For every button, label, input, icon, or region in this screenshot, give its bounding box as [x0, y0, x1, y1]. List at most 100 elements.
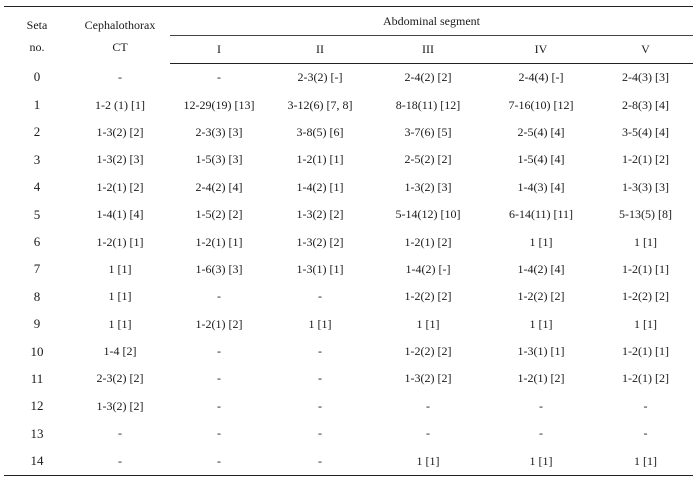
- table-row: 3 1-3(2) [3] 1-5(3) [3] 1-2(1) [1] 2-5(2) [2…: [4, 146, 693, 173]
- segment-I-cell: -: [217, 371, 221, 386]
- segment-I-cell: -: [217, 398, 221, 413]
- segment-I-cell: 1-2(1) [1]: [195, 234, 243, 249]
- segment-II-cell: -: [318, 289, 322, 304]
- segment-header-II: II: [268, 35, 372, 64]
- cephalothorax-cell: 1-2(1) [1]: [96, 234, 144, 249]
- segment-II-cell: -: [268, 447, 372, 476]
- segment-IV-cell: 1-4(3) [4]: [517, 179, 565, 194]
- setae-table: Seta no. Cephalothorax CT Abdominal segm…: [4, 6, 694, 476]
- segment-V-cell: 5-13(5) [8]: [619, 207, 672, 222]
- ceph-header-line1: Cephalothorax: [84, 18, 156, 32]
- segment-I-cell: -: [217, 426, 221, 441]
- ceph-header-line2: CT: [112, 40, 128, 54]
- table-row: 8 1 [1] - - 1-2(2) [2] 1-2(2) [2] 1-2(2) [2]: [4, 283, 693, 310]
- segment-IV-cell: 1 [1]: [529, 316, 553, 331]
- segment-V-cell: 2-8(3) [4]: [622, 97, 669, 112]
- cephalothorax-cell: 1-3(2) [3]: [96, 152, 144, 167]
- table-row: 9 1 [1] 1-2(1) [2] 1 [1] 1 [1] 1 [1] 1 [1]: [4, 311, 693, 338]
- seta-number-cell: 5: [33, 206, 41, 222]
- cephalothorax-cell: 1 [1]: [108, 289, 132, 304]
- segment-I-cell: -: [170, 447, 268, 476]
- segment-III-cell: 1-2(1) [2]: [404, 234, 452, 249]
- segment-V-cell: 2-4(3) [3]: [622, 70, 669, 85]
- cephalothorax-cell: 1-4(1) [4]: [96, 207, 144, 222]
- table-row: 5 1-4(1) [4] 1-5(2) [2] 1-3(2) [2] 5-14(12) …: [4, 201, 693, 228]
- segment-II-cell: 2-3(2) [-]: [297, 70, 343, 85]
- seta-number-cell: 13: [30, 425, 44, 441]
- segment-II-cell: 1-3(1) [1]: [296, 261, 344, 276]
- segment-II-cell: 1-3(2) [2]: [296, 207, 344, 222]
- segment-IV-cell: 1-4(2) [4]: [517, 261, 565, 276]
- segment-II-cell: 3-12(6) [7, 8]: [287, 97, 353, 112]
- table-row: 4 1-2(1) [2] 2-4(2) [4] 1-4(2) [1] 1-3(2) [3…: [4, 174, 693, 201]
- segment-I-cell: 2-3(3) [3]: [195, 124, 243, 139]
- cephalothorax-cell: -: [70, 447, 170, 476]
- seta-number-cell: 14: [4, 447, 70, 476]
- segment-IV-cell: 2-4(4) [-]: [518, 70, 564, 85]
- segment-III-cell: 1 [1]: [416, 316, 440, 331]
- seta-number-cell: 12: [30, 398, 44, 414]
- segment-III-cell: 1-2(2) [2]: [404, 289, 452, 304]
- seta-header-line2: no.: [29, 40, 45, 54]
- segment-V-cell: 3-5(4) [4]: [622, 124, 669, 139]
- segment-I-cell: -: [217, 344, 221, 359]
- segment-V-cell: -: [643, 426, 648, 441]
- cephalothorax-cell: -: [118, 69, 122, 84]
- segment-IV-cell: 1-2(1) [2]: [517, 371, 565, 386]
- segment-V-cell: 1-2(1) [2]: [622, 152, 669, 167]
- setae-table-container: Seta no. Cephalothorax CT Abdominal segm…: [4, 6, 694, 476]
- segment-IV-cell: 1 [1]: [484, 447, 598, 476]
- segment-II-cell: 1-2(1) [1]: [296, 152, 344, 167]
- cephalothorax-cell: -: [118, 426, 122, 441]
- segment-header-IV: IV: [484, 35, 598, 64]
- table-row: 2 1-3(2) [2] 2-3(3) [3] 3-8(5) [6] 3-7(6) [5…: [4, 119, 693, 146]
- table-row: 11 2-3(2) [2] - - 1-3(2) [2] 1-2(1) [2] 1-2(1)…: [4, 365, 693, 392]
- segment-IV-cell: 7-16(10) [12]: [508, 97, 574, 112]
- table-row: 12 1-3(2) [2] - - - - -: [4, 393, 693, 420]
- segment-III-cell: 2-5(2) [2]: [404, 152, 452, 167]
- abdominal-segment-label: Abdominal segment: [383, 13, 480, 28]
- table-row: 10 1-4 [2] - - 1-2(2) [2] 1-3(1) [1] 1-2(1) [1…: [4, 338, 693, 365]
- segment-I-cell: 12-29(19) [13]: [183, 97, 255, 112]
- cephalothorax-cell: 2-3(2) [2]: [96, 371, 144, 386]
- segment-II-cell: -: [318, 398, 322, 413]
- seta-number-cell: 1: [33, 97, 41, 113]
- segment-V-cell: 1-2(1) [1]: [622, 344, 669, 359]
- cephalothorax-cell: 1-2 (1) [1]: [95, 97, 145, 112]
- segment-III-cell: 2-4(2) [2]: [404, 70, 452, 85]
- table-row: 7 1 [1] 1-6(3) [3] 1-3(1) [1] 1-4(2) [-] 1-4(…: [4, 256, 693, 283]
- segment-IV-cell: 1-5(4) [4]: [517, 152, 565, 167]
- segment-III-cell: 1 [1]: [372, 447, 484, 476]
- segment-II-cell: -: [318, 426, 322, 441]
- seta-number-cell: 9: [33, 316, 41, 332]
- segment-I-cell: 1-2(1) [2]: [195, 316, 243, 331]
- table-row: 0 - - 2-3(2) [-] 2-4(2) [2] 2-4(4) [-] 2-4(3) …: [4, 64, 693, 92]
- cephalothorax-cell: 1-3(2) [2]: [96, 124, 144, 139]
- seta-number-cell: 3: [33, 151, 41, 167]
- segment-II-cell: 1-3(2) [2]: [296, 234, 344, 249]
- segment-IV-cell: 1-3(1) [1]: [517, 344, 565, 359]
- segment-header-V: V: [598, 35, 694, 64]
- segment-I-cell: 2-4(2) [4]: [195, 179, 243, 194]
- segment-III-cell: 1-4(2) [-]: [405, 261, 451, 276]
- seta-number-cell: 2: [33, 124, 41, 140]
- segment-II-cell: -: [318, 371, 322, 386]
- segment-III-cell: -: [426, 398, 430, 413]
- segment-II-cell: 3-8(5) [6]: [296, 124, 344, 139]
- segment-III-cell: 3-7(6) [5]: [404, 124, 452, 139]
- segment-III-cell: 1-2(2) [2]: [404, 344, 452, 359]
- segment-V-cell: 1-2(1) [2]: [622, 371, 669, 386]
- cephalothorax-cell: 1 [1]: [108, 316, 132, 331]
- cephalothorax-cell: 1-4 [2]: [103, 344, 137, 359]
- table-row: 13 - - - - - -: [4, 420, 693, 447]
- table-body: 0- -2-3(2) [-] 2-4(2) [2] 2-4(4) [-] 2-4(3) …: [4, 64, 694, 476]
- cephalothorax-cell: 1-3(2) [2]: [96, 398, 144, 413]
- seta-number-cell: 11: [30, 370, 44, 386]
- segment-IV-cell: 1-2(2) [2]: [517, 289, 565, 304]
- table-header: Seta no. Cephalothorax CT Abdominal segm…: [4, 6, 694, 64]
- segment-IV-cell: 1 [1]: [529, 234, 553, 249]
- seta-number-cell: 0: [33, 69, 41, 85]
- seta-header-line1: Seta: [26, 18, 48, 32]
- segment-II-cell: -: [318, 344, 322, 359]
- segment-II-cell: 1 [1]: [308, 316, 332, 331]
